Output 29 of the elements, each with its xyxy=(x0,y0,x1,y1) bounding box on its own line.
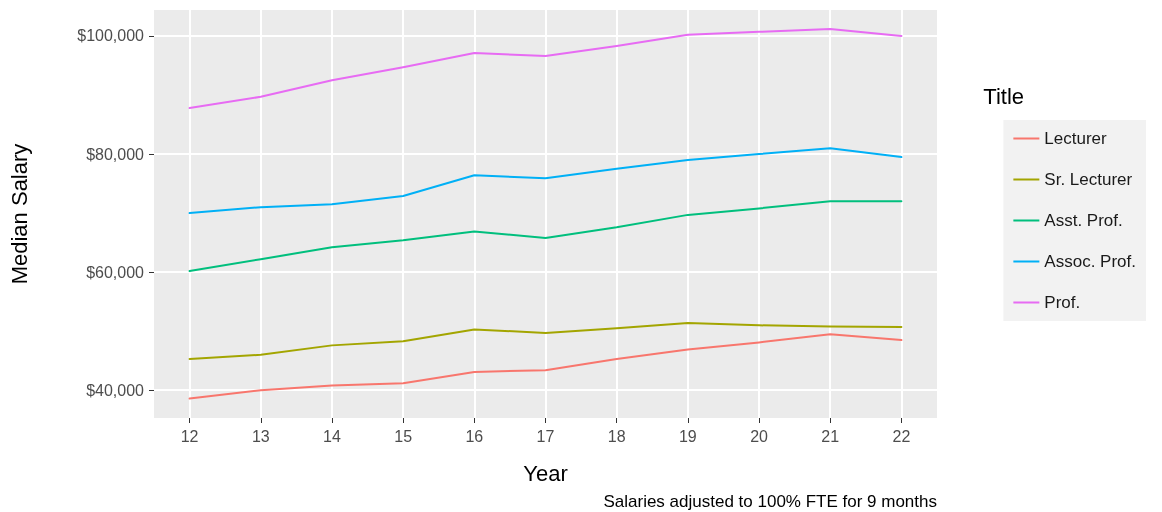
x-tick-label: 19 xyxy=(678,427,697,445)
x-tick-label: 18 xyxy=(607,427,626,445)
line-series xyxy=(188,200,903,272)
line-series xyxy=(188,333,903,400)
legend-label: Asst. Prof. xyxy=(1044,211,1123,230)
x-axis-title: Year xyxy=(523,460,568,486)
legend-label: Assoc. Prof. xyxy=(1044,252,1136,271)
y-tick-label: $100,000 xyxy=(77,27,145,45)
x-tick-label: 13 xyxy=(251,427,270,445)
x-tick-label: 17 xyxy=(536,427,555,445)
x-tick-label: 14 xyxy=(323,427,341,445)
legend-title: Title xyxy=(983,83,1024,109)
x-tick-label: 15 xyxy=(394,427,413,445)
y-tick-label: $80,000 xyxy=(86,145,145,163)
x-tick-label: 22 xyxy=(892,427,911,445)
legend-label: Prof. xyxy=(1044,293,1081,312)
x-tick-label: 12 xyxy=(180,427,199,445)
legend-label: Lecturer xyxy=(1044,129,1108,148)
legend-label: Sr. Lecturer xyxy=(1044,170,1133,189)
x-tick-label: 21 xyxy=(821,427,840,445)
y-tick-label: $60,000 xyxy=(86,263,145,281)
y-axis-title: Median Salary xyxy=(6,143,32,285)
line-series xyxy=(188,27,903,110)
text: Salaries adjusted to 100% FTE for 9 months xyxy=(603,492,937,511)
line-series xyxy=(188,147,903,215)
x-tick-label: 16 xyxy=(465,427,484,445)
y-tick-label: $40,000 xyxy=(86,381,145,399)
x-tick-label: 20 xyxy=(750,427,769,445)
line-series xyxy=(188,321,903,360)
